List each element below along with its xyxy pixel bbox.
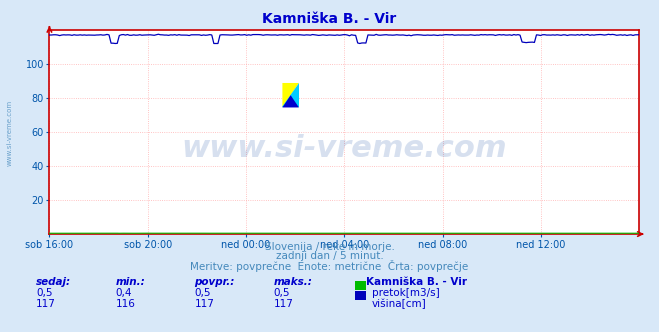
Text: min.:: min.: — [115, 277, 145, 287]
Text: 0,5: 0,5 — [36, 288, 53, 298]
Text: 117: 117 — [273, 299, 293, 309]
Text: 0,5: 0,5 — [194, 288, 211, 298]
Text: 117: 117 — [194, 299, 214, 309]
Polygon shape — [283, 83, 299, 108]
Text: povpr.:: povpr.: — [194, 277, 235, 287]
Text: 116: 116 — [115, 299, 135, 309]
Text: Slovenija / reke in morje.: Slovenija / reke in morje. — [264, 242, 395, 252]
Text: 117: 117 — [36, 299, 56, 309]
Text: www.si-vreme.com: www.si-vreme.com — [7, 100, 13, 166]
Polygon shape — [283, 95, 299, 108]
Text: 0,4: 0,4 — [115, 288, 132, 298]
Text: pretok[m3/s]: pretok[m3/s] — [372, 288, 440, 298]
Text: www.si-vreme.com: www.si-vreme.com — [181, 134, 507, 163]
Text: Kamniška B. - Vir: Kamniška B. - Vir — [262, 12, 397, 26]
Text: višina[cm]: višina[cm] — [372, 299, 426, 309]
Text: sedaj:: sedaj: — [36, 277, 71, 287]
Text: zadnji dan / 5 minut.: zadnji dan / 5 minut. — [275, 251, 384, 261]
Text: Kamniška B. - Vir: Kamniška B. - Vir — [366, 277, 467, 287]
Text: 0,5: 0,5 — [273, 288, 290, 298]
Text: Meritve: povprečne  Enote: metrične  Črta: povprečje: Meritve: povprečne Enote: metrične Črta:… — [190, 260, 469, 272]
Text: maks.:: maks.: — [273, 277, 312, 287]
Polygon shape — [283, 83, 299, 108]
